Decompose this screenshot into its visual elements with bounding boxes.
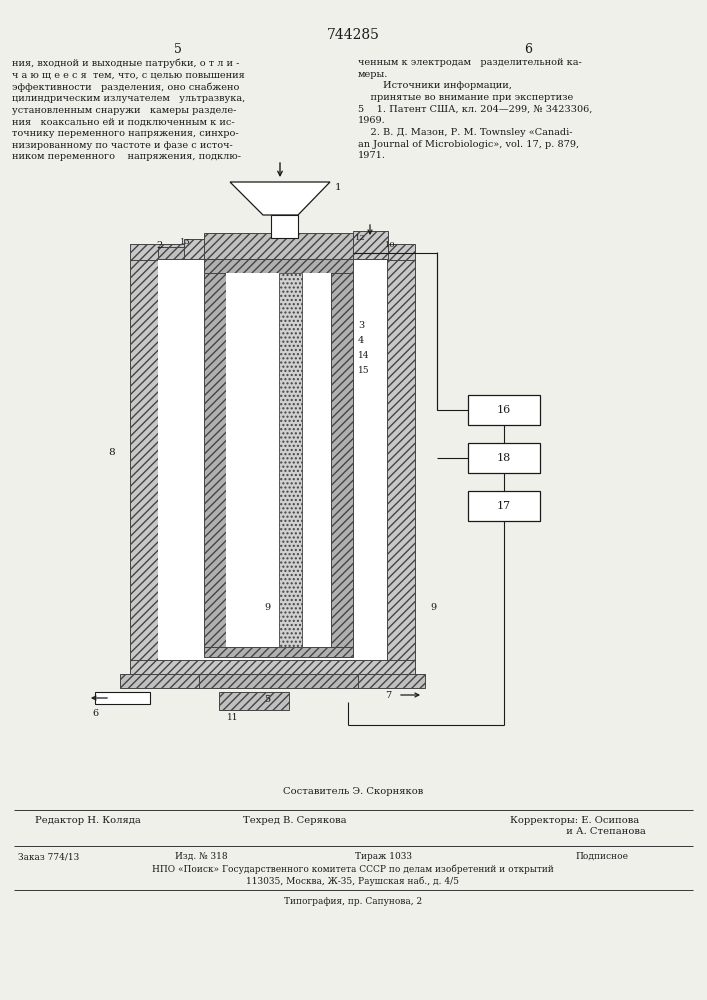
Bar [387,260,415,660]
Text: Изд. № 318: Изд. № 318 [175,852,228,861]
Text: 14: 14 [358,351,370,360]
Bar [468,443,540,473]
Text: 9: 9 [430,603,436,612]
Text: 113035, Москва, Ж-35, Раушская наб., д. 4/5: 113035, Москва, Ж-35, Раушская наб., д. … [247,877,460,886]
Bar [204,233,353,259]
Bar [226,273,331,647]
Text: 4: 4 [358,336,364,345]
Text: 17: 17 [497,501,511,511]
Text: Заказ 774/13: Заказ 774/13 [18,852,79,861]
Text: Типография, пр. Сапунова, 2: Типография, пр. Сапунова, 2 [284,897,422,906]
Text: Подписное: Подписное [575,852,628,861]
Bar [184,239,204,259]
Text: 3: 3 [358,321,364,330]
Text: 7: 7 [385,691,391,700]
Polygon shape [230,182,330,215]
Text: Составитель Э. Скорняков: Составитель Э. Скорняков [283,787,423,796]
Text: 9: 9 [264,603,270,612]
Bar [199,674,358,688]
Bar [219,692,289,710]
Text: ченным к электродам   разделительной ка-
меры.
        Источники информации,
   : ченным к электродам разделительной ка- м… [358,58,592,160]
Bar [130,260,158,660]
Text: 12: 12 [355,234,366,242]
Bar [204,647,353,657]
Text: 5: 5 [264,695,270,704]
Text: 13: 13 [180,238,191,246]
Text: 18: 18 [497,453,511,463]
Bar [204,273,226,647]
Bar [331,273,353,647]
Bar [468,395,540,425]
Text: 5: 5 [174,43,182,56]
Bar [158,260,387,660]
Text: ния, входной и выходные патрубки, о т л и -
ч а ю щ е е с я  тем, что, с целью п: ния, входной и выходные патрубки, о т л … [12,58,245,161]
Text: 1: 1 [335,183,341,192]
Bar [353,247,387,259]
Text: Корректоры: Е. Осипова
                  и А. Степанова: Корректоры: Е. Осипова и А. Степанова [510,816,646,836]
Bar [158,247,204,259]
Text: Техред В. Серякова: Техред В. Серякова [243,816,347,825]
Text: 11: 11 [227,713,238,722]
Bar [271,215,298,238]
Text: 15: 15 [358,366,370,375]
Text: 6: 6 [524,43,532,56]
Bar [204,259,353,273]
Bar [120,674,425,688]
Bar [279,273,302,647]
Bar [130,660,415,674]
Bar [130,244,415,260]
Text: Редактор Н. Коляда: Редактор Н. Коляда [35,816,141,825]
Bar [353,231,388,259]
Text: 8: 8 [108,448,115,457]
Text: 744285: 744285 [327,28,380,42]
Text: 10: 10 [385,241,396,249]
Text: 6: 6 [92,709,98,718]
Text: 16: 16 [497,405,511,415]
Text: Тираж 1033: Тираж 1033 [355,852,412,861]
Text: 2: 2 [156,241,162,250]
Bar [95,692,150,704]
Text: НПО «Поиск» Государственного комитета СССР по делам изобретений и открытий: НПО «Поиск» Государственного комитета СС… [152,865,554,874]
Bar [468,491,540,521]
